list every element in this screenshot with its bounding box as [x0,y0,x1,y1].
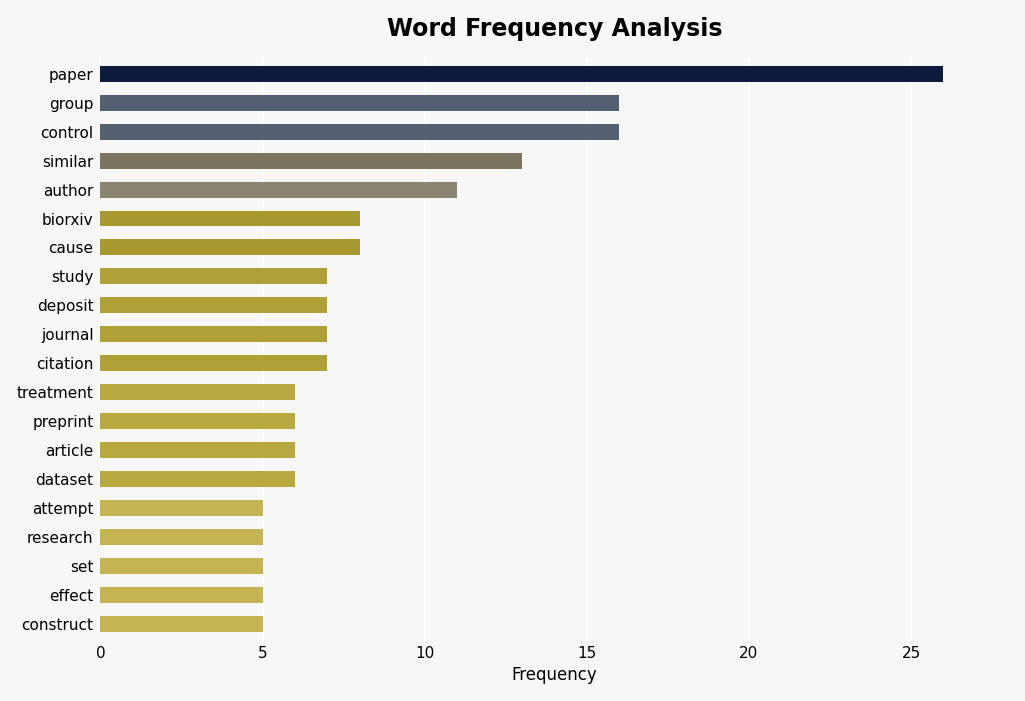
Bar [100,615,262,632]
Bar [100,297,327,313]
Bar [100,326,327,342]
Bar [100,442,295,458]
Bar [100,500,262,516]
Bar [100,355,327,371]
Bar [100,384,295,400]
Title: Word Frequency Analysis: Word Frequency Analysis [386,17,723,41]
Bar [100,95,619,111]
Bar [100,268,327,285]
Bar [100,529,262,545]
Bar [100,471,295,487]
Bar [100,558,262,573]
Bar [100,153,522,169]
Bar [100,210,360,226]
Bar [100,66,943,82]
X-axis label: Frequency: Frequency [511,667,598,684]
Bar [100,182,457,198]
Bar [100,240,360,255]
Bar [100,587,262,603]
Bar [100,124,619,139]
Bar [100,413,295,429]
